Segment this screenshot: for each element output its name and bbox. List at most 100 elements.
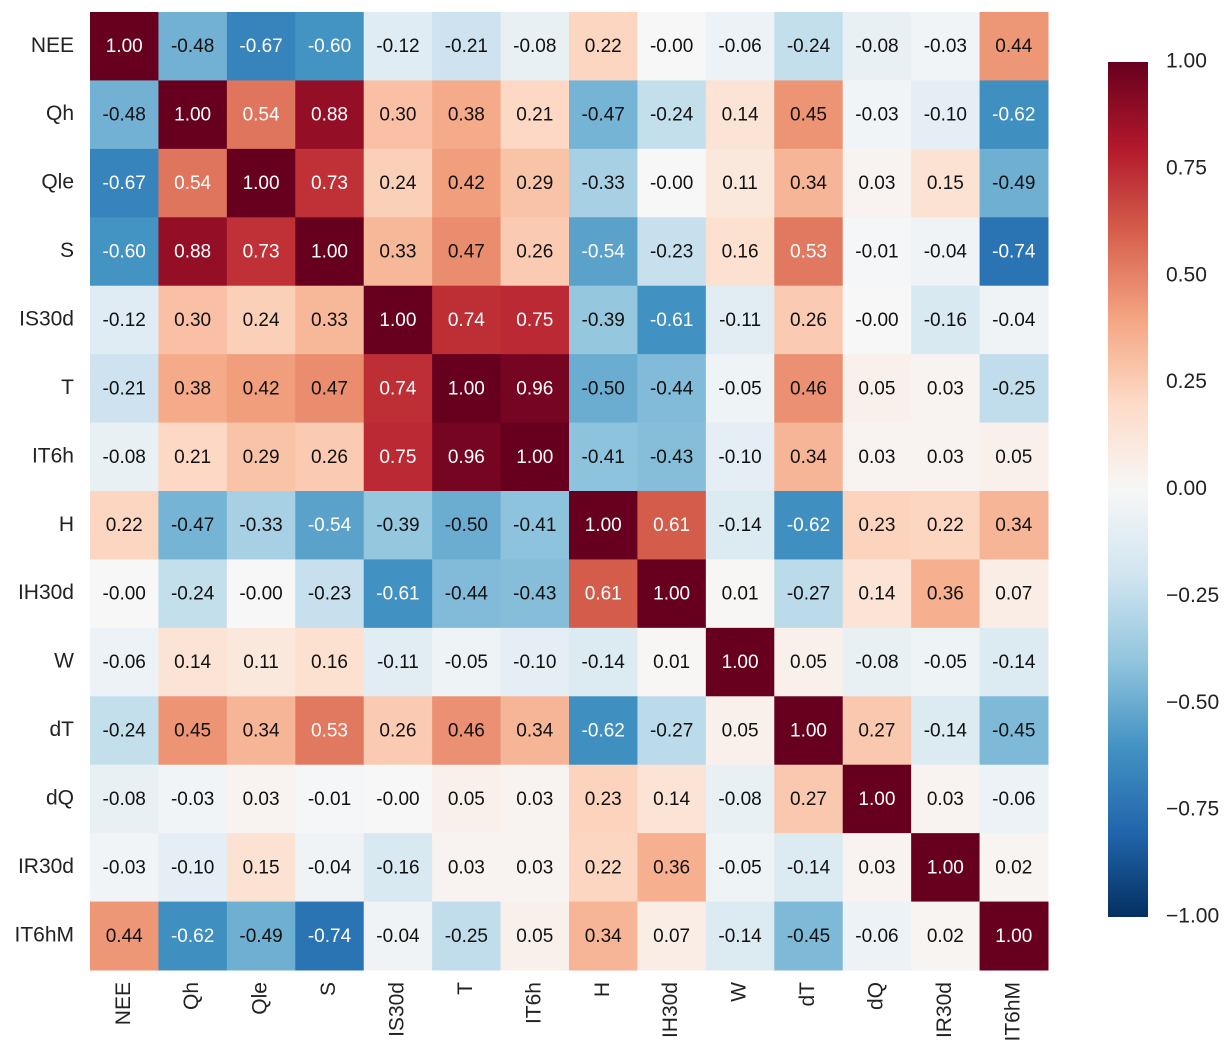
heatmap-cell xyxy=(432,696,502,766)
colorbar-tick-label: 0.00 xyxy=(1166,477,1207,500)
cell-label: -0.54 xyxy=(308,515,352,536)
cell-label: -0.60 xyxy=(103,242,146,263)
cell-label: -0.67 xyxy=(103,173,146,194)
cell-label: 0.21 xyxy=(174,447,211,468)
heatmap-cell xyxy=(226,217,296,287)
heatmap-cell xyxy=(979,491,1049,560)
cell-label: -0.62 xyxy=(787,515,830,536)
cell-label: -0.12 xyxy=(103,310,146,331)
cell-label: -0.62 xyxy=(171,926,214,947)
heatmap-cell xyxy=(432,833,502,903)
heatmap-cell xyxy=(363,901,433,971)
heatmap-cell xyxy=(705,12,775,81)
heatmap-cell xyxy=(637,422,707,492)
cell-label: -0.25 xyxy=(992,378,1035,399)
heatmap-cell xyxy=(432,901,502,971)
cell-label: -0.24 xyxy=(650,105,694,126)
cell-label: 0.74 xyxy=(448,310,485,331)
cell-label: 0.26 xyxy=(790,310,827,331)
heatmap-cell xyxy=(979,217,1049,287)
heatmap-cell xyxy=(90,764,159,834)
heatmap-cell xyxy=(637,285,707,355)
cell-label: -0.44 xyxy=(445,584,489,605)
heatmap-cell xyxy=(774,764,844,834)
cell-label: 0.14 xyxy=(858,584,895,605)
cell-label: -0.14 xyxy=(992,652,1036,673)
cell-label: -0.43 xyxy=(513,584,556,605)
cell-label: -0.48 xyxy=(103,105,146,126)
cell-label: -0.21 xyxy=(445,36,488,57)
heatmap-cell xyxy=(158,354,228,424)
cell-label: -0.00 xyxy=(239,584,282,605)
cell-label: -0.14 xyxy=(787,857,831,878)
heatmap-cell xyxy=(158,217,228,287)
heatmap-cell xyxy=(363,422,433,492)
heatmap-cell xyxy=(774,696,844,766)
heatmap-cell xyxy=(911,354,981,424)
heatmap-cell xyxy=(774,833,844,903)
heatmap-cell xyxy=(774,148,844,218)
cell-label: -0.08 xyxy=(855,36,898,57)
cell-label: 0.11 xyxy=(243,652,279,673)
heatmap-cell xyxy=(432,491,502,560)
cell-label: -0.41 xyxy=(513,515,556,536)
heatmap-cell xyxy=(500,764,570,834)
cell-label: 0.05 xyxy=(790,652,827,673)
cell-label: 0.22 xyxy=(106,515,143,536)
cell-label: 0.03 xyxy=(243,789,280,810)
heatmap-cell xyxy=(979,422,1049,492)
heatmap-cell xyxy=(842,627,912,697)
heatmap-cell xyxy=(226,833,296,903)
heatmap-cell xyxy=(226,148,296,218)
cell-label: 0.26 xyxy=(311,447,348,468)
heatmap-cell xyxy=(569,285,638,355)
heatmap-cell xyxy=(90,148,159,218)
heatmap-cell xyxy=(90,80,159,150)
heatmap-cell xyxy=(295,422,365,492)
cell-label: 0.07 xyxy=(653,926,690,947)
heatmap-cell xyxy=(979,285,1049,355)
cell-label: -0.10 xyxy=(718,447,761,468)
cell-label: -0.67 xyxy=(239,36,282,57)
cell-label: -0.50 xyxy=(445,515,488,536)
heatmap-cell xyxy=(911,696,981,766)
cell-label: -0.00 xyxy=(650,36,693,57)
heatmap-cell xyxy=(979,12,1049,81)
cell-label: 0.34 xyxy=(995,515,1032,536)
cell-label: 0.33 xyxy=(379,242,416,263)
cell-label: 0.34 xyxy=(790,447,827,468)
heatmap-cell xyxy=(226,80,296,150)
heatmap-cell xyxy=(226,764,296,834)
heatmap-cell xyxy=(979,354,1049,424)
cell-label: -0.23 xyxy=(308,584,351,605)
heatmap-cell xyxy=(500,901,570,971)
cell-label: -0.27 xyxy=(650,721,693,742)
cell-label: 0.96 xyxy=(516,378,553,399)
y-tick-label: H xyxy=(59,513,74,536)
heatmap-cell xyxy=(90,217,159,287)
cell-label: 0.88 xyxy=(174,242,211,263)
cell-label: -0.43 xyxy=(650,447,693,468)
y-tick-label: dT xyxy=(49,718,74,741)
cell-label: 0.22 xyxy=(585,36,622,57)
cell-label: 0.54 xyxy=(174,173,211,194)
heatmap-cell xyxy=(842,422,912,492)
cell-label: 0.01 xyxy=(722,584,759,605)
y-tick-label: T xyxy=(61,376,74,399)
heatmap-cell xyxy=(500,12,570,81)
heatmap-cell xyxy=(979,627,1049,697)
cell-label: 1.00 xyxy=(379,310,416,331)
heatmap-cell xyxy=(637,80,707,150)
heatmap-cell xyxy=(226,354,296,424)
cell-label: -0.47 xyxy=(582,105,625,126)
cell-label: 1.00 xyxy=(790,721,827,742)
heatmap-cell xyxy=(500,833,570,903)
colorbar-tick-label: 0.75 xyxy=(1166,156,1207,179)
cell-label: 0.05 xyxy=(858,378,895,399)
cell-label: 0.03 xyxy=(858,447,895,468)
heatmap-cell xyxy=(979,764,1049,834)
y-tick-label: NEE xyxy=(31,34,74,57)
heatmap-cell xyxy=(637,627,707,697)
heatmap-cell xyxy=(90,627,159,697)
heatmap-cell xyxy=(500,217,570,287)
